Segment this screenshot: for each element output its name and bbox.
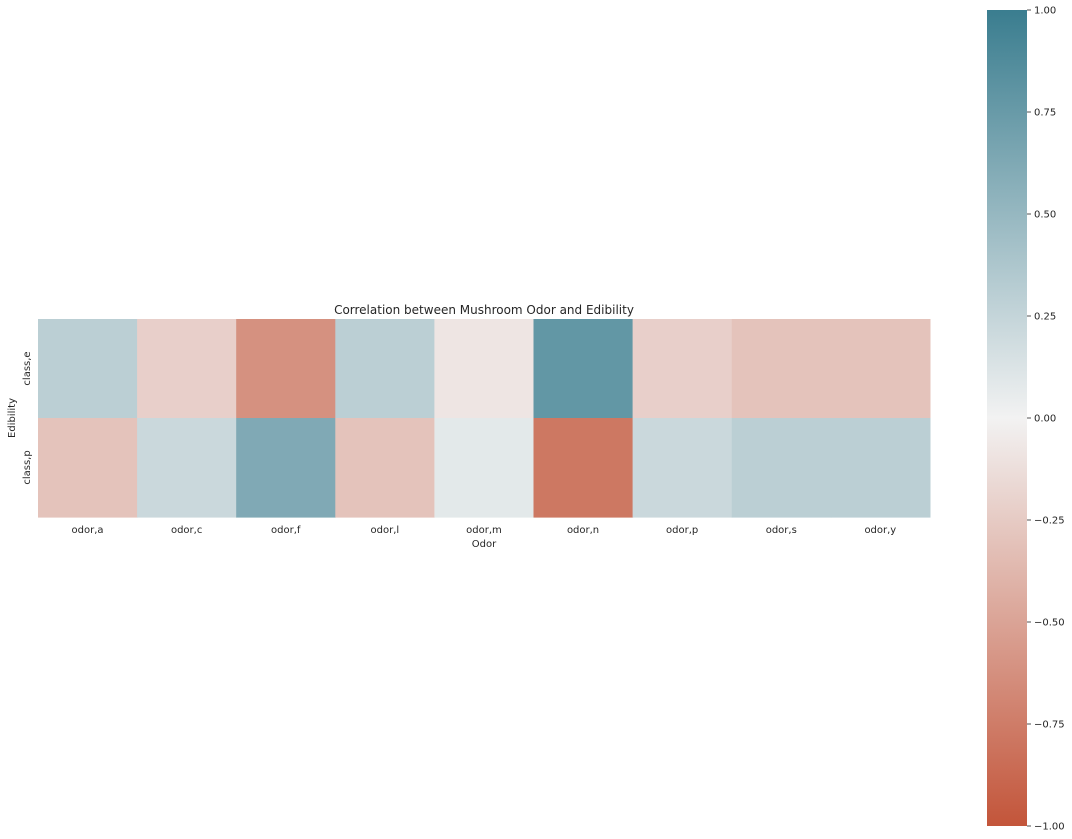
heatmap-cell-class-e-odor-y xyxy=(830,319,931,419)
heatmap-cell-class-p-odor-l xyxy=(335,418,435,518)
heatmap-cell-class-e-odor-m xyxy=(434,319,535,419)
colorbar-tick-label: 0.25 xyxy=(1034,312,1056,323)
heatmap-cell-class-e-odor-n xyxy=(533,319,634,419)
x-tick-label: odor,f xyxy=(271,525,301,536)
x-tick-label: odor,l xyxy=(371,525,400,536)
x-axis-label: Odor xyxy=(472,539,497,550)
heatmap-cell-class-p-odor-f xyxy=(236,418,336,518)
chart-title: Correlation between Mushroom Odor and Ed… xyxy=(334,303,634,317)
heatmap-cell-class-p-odor-a xyxy=(38,418,138,518)
x-tick-label: odor,m xyxy=(466,525,502,536)
heatmap-cell-class-e-odor-l xyxy=(335,319,435,419)
heatmap-cell-class-e-odor-c xyxy=(137,319,237,419)
colorbar-tick-label: −1.00 xyxy=(1034,822,1065,833)
heatmap-cells xyxy=(38,319,931,518)
colorbar-tick-label: 0.75 xyxy=(1034,108,1056,119)
colorbar xyxy=(987,10,1027,826)
y-axis-label: Edibility xyxy=(7,398,18,438)
colorbar-ticks: −1.00 −0.75 −0.50 −0.25 0.00 0.25 0.50 0.75 1.00 xyxy=(1027,6,1065,833)
heatmap-cell-class-p-odor-m xyxy=(434,418,535,518)
colorbar-tick-label: 0.50 xyxy=(1034,210,1056,221)
x-tick-label: odor,s xyxy=(766,525,797,536)
colorbar-tick-label: −0.75 xyxy=(1034,720,1065,731)
y-tick-label: class,e xyxy=(22,351,33,385)
x-tick-label: odor,a xyxy=(72,525,104,536)
y-tick-label: class,p xyxy=(22,450,33,484)
colorbar-tick-label: −0.50 xyxy=(1034,618,1065,629)
x-tick-label: odor,n xyxy=(567,525,599,536)
heatmap-cell-class-p-odor-p xyxy=(632,418,733,518)
x-tick-label: odor,p xyxy=(666,525,698,536)
heatmap-cell-class-p-odor-n xyxy=(533,418,634,518)
colorbar-tick-label: −0.25 xyxy=(1034,516,1065,527)
colorbar-tick-label: 0.00 xyxy=(1034,414,1056,425)
heatmap-cell-class-e-odor-a xyxy=(38,319,138,419)
x-tick-labels: odor,a odor,c odor,f odor,l odor,m odor,n odor… xyxy=(72,525,897,536)
x-tick-label: odor,c xyxy=(171,525,202,536)
heatmap-cell-class-e-odor-s xyxy=(731,319,832,419)
heatmap-cell-class-p-odor-s xyxy=(731,418,832,518)
heatmap-cell-class-p-odor-y xyxy=(830,418,931,518)
x-tick-label: odor,y xyxy=(864,525,896,536)
heatmap-cell-class-p-odor-c xyxy=(137,418,237,518)
heatmap-cell-class-e-odor-p xyxy=(632,319,733,419)
colorbar-tick-label: 1.00 xyxy=(1034,6,1056,17)
y-tick-labels: class,e class,p xyxy=(22,351,33,484)
heatmap-cell-class-e-odor-f xyxy=(236,319,336,419)
